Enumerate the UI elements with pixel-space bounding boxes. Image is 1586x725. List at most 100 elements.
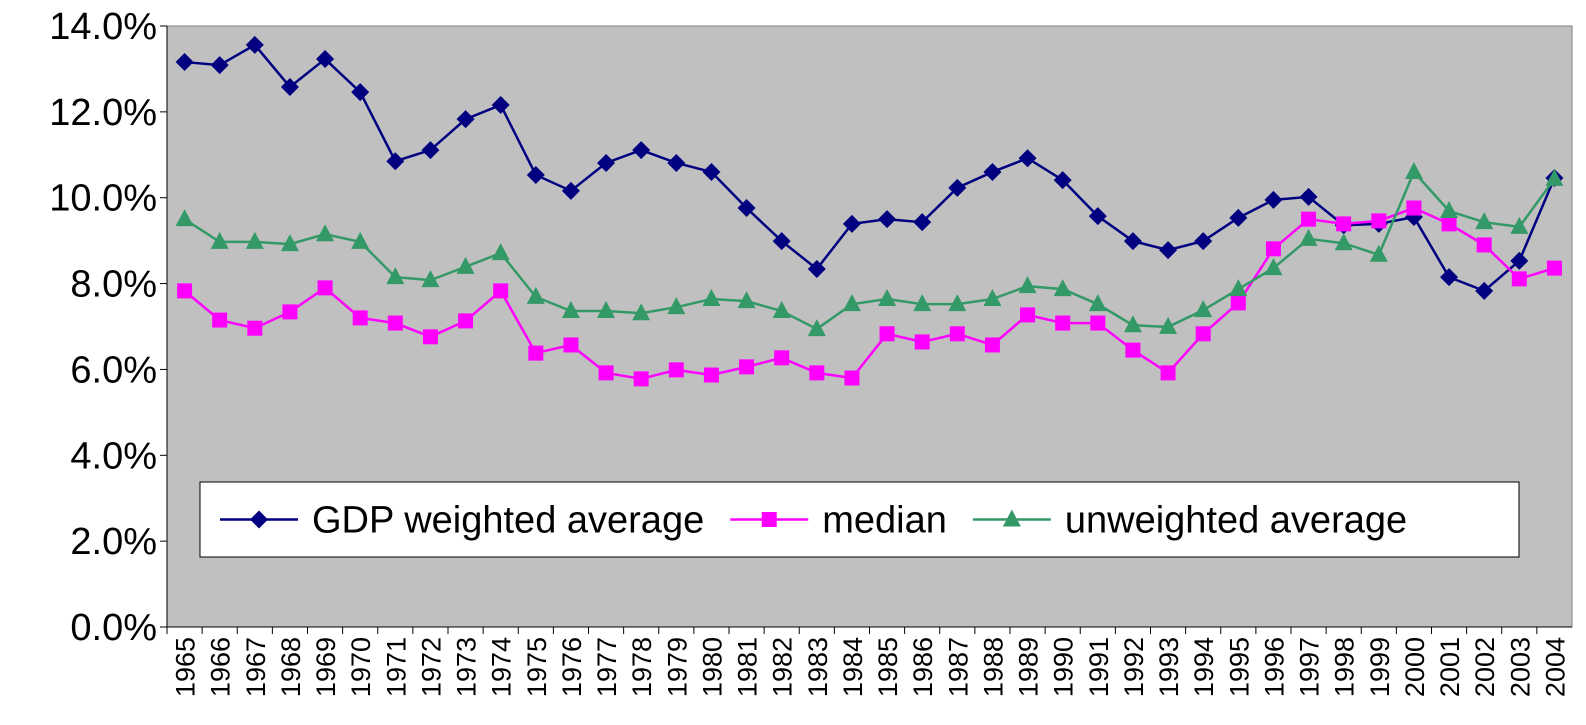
x-tick-label: 1990 (1049, 637, 1079, 697)
x-tick-label: 1993 (1154, 637, 1184, 697)
data-point (1123, 315, 1142, 333)
data-point (1264, 190, 1283, 209)
data-point (1301, 211, 1317, 227)
data-point (1440, 268, 1459, 287)
data-point (1159, 316, 1178, 334)
x-tick-label: 1973 (452, 637, 482, 697)
data-point (210, 231, 229, 249)
x-tick-label: 1976 (557, 637, 587, 697)
data-point (984, 337, 1000, 353)
legend-label: GDP weighted average (312, 500, 704, 542)
data-point (1476, 237, 1492, 253)
data-point (386, 152, 405, 171)
data-point (1441, 216, 1457, 232)
data-point (177, 283, 193, 299)
data-point (632, 141, 651, 160)
data-point (1230, 295, 1246, 311)
x-tick-label: 1970 (346, 637, 376, 697)
x-tick-label: 1988 (978, 637, 1008, 697)
data-point (245, 35, 264, 54)
data-point (844, 370, 860, 386)
data-point (1053, 279, 1072, 297)
x-tick-label: 1998 (1330, 637, 1360, 697)
data-point (739, 359, 755, 375)
data-point (316, 50, 335, 69)
x-tick-label: 2004 (1540, 637, 1570, 697)
data-point (317, 280, 333, 296)
x-tick-label: 1978 (627, 637, 657, 697)
series-line (183, 206, 1555, 381)
data-point (212, 312, 228, 328)
data-point (422, 329, 438, 345)
data-point (1336, 216, 1352, 232)
x-tick-label: 2003 (1505, 637, 1535, 697)
x-tick-label: 1991 (1084, 637, 1114, 697)
data-point (421, 270, 440, 288)
data-point (807, 319, 826, 337)
x-tick-label: 1985 (873, 637, 903, 697)
data-point (1018, 276, 1037, 294)
data-point (878, 210, 897, 229)
data-point (247, 320, 263, 336)
data-point (879, 326, 895, 342)
data-point (983, 289, 1002, 307)
y-tick-label: 10.0% (49, 178, 157, 220)
data-point (667, 153, 686, 172)
x-tick-label: 2001 (1435, 637, 1465, 697)
data-point (352, 310, 368, 326)
data-point (1545, 168, 1564, 186)
y-tick-label: 14.0% (49, 6, 157, 48)
data-point (1123, 232, 1142, 251)
y-tick-label: 0.0% (70, 607, 157, 649)
data-point (1264, 258, 1283, 276)
data-point (245, 231, 264, 249)
data-point (563, 337, 579, 353)
x-tick-label: 1989 (1014, 637, 1044, 697)
x-tick-label: 1992 (1119, 637, 1149, 697)
data-point (809, 365, 825, 381)
data-point (280, 77, 299, 96)
x-tick-label: 1981 (733, 637, 763, 697)
data-point (210, 56, 229, 75)
data-point (456, 110, 475, 129)
data-point (597, 301, 616, 319)
data-point (1334, 233, 1353, 251)
data-point (561, 301, 580, 319)
x-tick-label: 1996 (1259, 637, 1289, 697)
data-point (1404, 161, 1423, 179)
data-point (914, 334, 930, 350)
data-point (702, 162, 721, 181)
data-point (1159, 241, 1178, 260)
x-tick-label: 1968 (276, 637, 306, 697)
x-tick-label: 1999 (1365, 637, 1395, 697)
data-point (948, 294, 967, 312)
data-point (949, 326, 965, 342)
data-point (1475, 281, 1494, 300)
x-tick-label: 1977 (592, 637, 622, 697)
data-point (1055, 315, 1071, 331)
data-point (842, 294, 861, 312)
data-point (1440, 201, 1459, 219)
y-tick-label: 8.0% (70, 264, 157, 306)
legend-label: unweighted average (1065, 500, 1407, 542)
x-tick-label: 1983 (803, 637, 833, 697)
data-point (1299, 228, 1318, 246)
data-point (282, 304, 298, 320)
data-point (526, 286, 545, 304)
data-point (668, 362, 684, 378)
data-point (807, 259, 826, 278)
x-tick-label: 2000 (1400, 637, 1430, 697)
data-point (1475, 212, 1494, 230)
data-point (667, 297, 686, 315)
x-tick-label: 1965 (171, 637, 201, 697)
x-tick-label: 1969 (311, 637, 341, 697)
x-tick-label: 1982 (768, 637, 798, 697)
data-point (1510, 216, 1529, 234)
data-point (1090, 315, 1106, 331)
x-tick-label: 1986 (908, 637, 938, 697)
legend-box (199, 481, 1520, 558)
x-tick-label: 1984 (838, 637, 868, 697)
legend-label: median (822, 500, 947, 542)
